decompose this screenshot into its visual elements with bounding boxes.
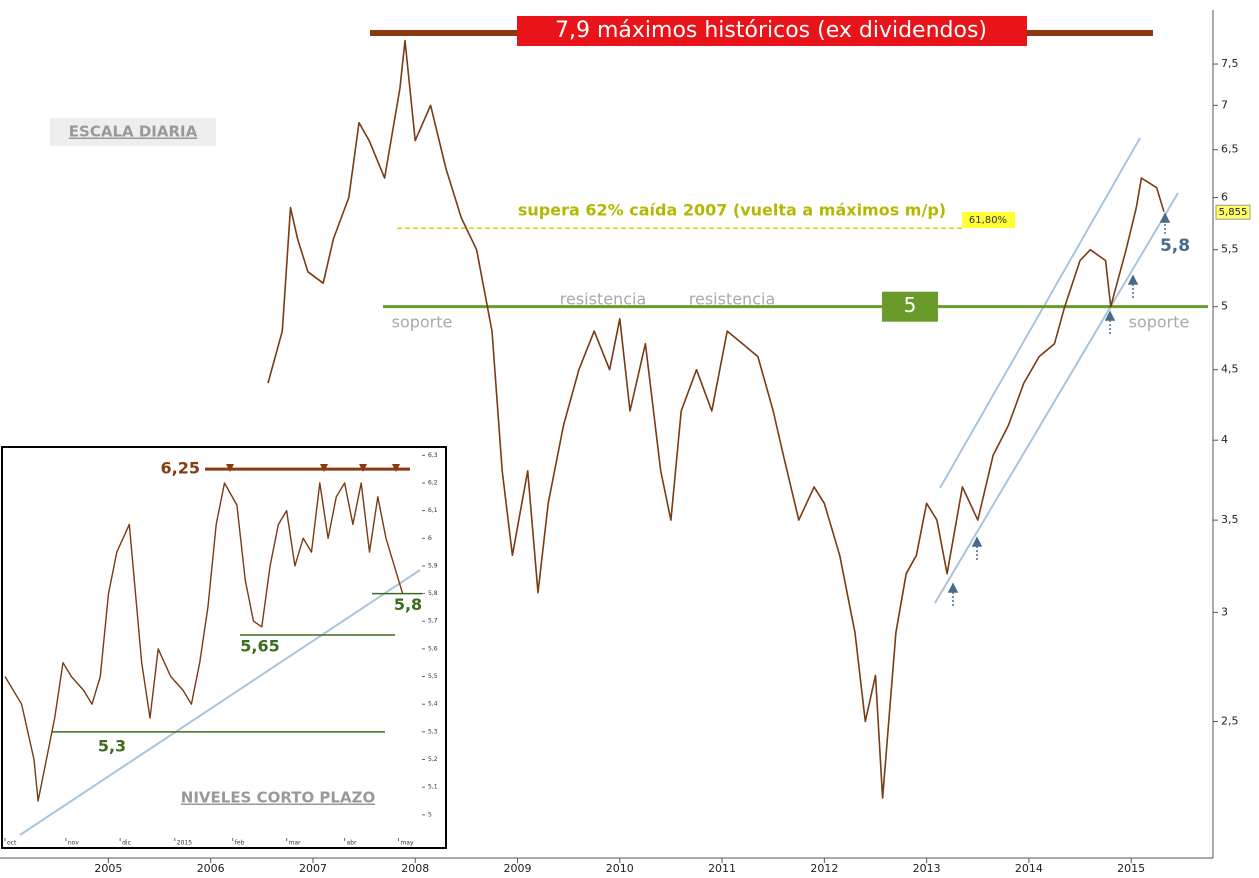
- channel-line: [939, 137, 1141, 489]
- annotation: supera 62% caída 2007 (vuelta a máximos …: [518, 201, 946, 220]
- annotation: ESCALA DIARIA: [69, 123, 198, 141]
- y-tick-label: 6,2: [428, 479, 438, 486]
- x-tick-label: feb: [235, 840, 245, 847]
- x-tick-label: 2012: [810, 862, 838, 875]
- annotation: resistencia: [560, 290, 647, 309]
- x-tick-label: 2015: [177, 840, 192, 847]
- x-tick-label: 2005: [94, 862, 122, 875]
- trend-line: [19, 569, 421, 836]
- y-tick-label: 5: [1221, 300, 1228, 313]
- x-tick-label: 2007: [299, 862, 327, 875]
- x-tick-label: 2013: [913, 862, 941, 875]
- annotation: soporte: [392, 313, 453, 332]
- y-tick-label: 5,2: [428, 756, 438, 763]
- y-tick-label: 5,8: [428, 590, 438, 597]
- y-tick-label: 5,4: [428, 701, 438, 708]
- x-tick-label: 2015: [1117, 862, 1145, 875]
- x-tick-label: 2011: [708, 862, 736, 875]
- x-tick-label: oct: [7, 840, 17, 847]
- level-label: 5,3: [98, 736, 126, 755]
- y-tick-label: 7: [1221, 98, 1228, 111]
- y-tick-label: 3: [1221, 605, 1228, 618]
- y-tick-label: 2,5: [1221, 714, 1239, 727]
- x-tick-label: 2014: [1015, 862, 1043, 875]
- annotation: 61,80%: [969, 215, 1007, 226]
- y-tick-label: 5: [428, 811, 432, 818]
- annotation: soporte: [1129, 313, 1190, 332]
- y-tick-label: 6: [428, 535, 432, 542]
- x-tick-label: 2008: [401, 862, 429, 875]
- level-label: 6,25: [161, 459, 200, 478]
- x-tick-label: abr: [347, 840, 357, 847]
- y-tick-label: 4: [1221, 433, 1228, 446]
- annotation: resistencia: [689, 290, 776, 309]
- y-tick-label: 5,1: [428, 784, 438, 791]
- x-tick-label: nov: [68, 840, 79, 847]
- annotation: NIVELES CORTO PLAZO: [181, 789, 375, 807]
- annotation-box: [962, 212, 1015, 228]
- x-tick-label: mar: [289, 840, 302, 847]
- y-tick-label: 5,6: [428, 645, 438, 652]
- y-tick-label: 3,5: [1221, 513, 1239, 526]
- level-label: 5: [904, 293, 917, 317]
- last-price-box: [1215, 204, 1251, 220]
- annotation: 5,8: [1160, 236, 1190, 256]
- inset-frame: [1, 446, 447, 849]
- price-line: [4, 482, 404, 802]
- y-tick-label: 5,5: [1221, 243, 1239, 256]
- y-tick-label: 6,3: [428, 452, 438, 459]
- annotation-box: [50, 118, 216, 146]
- level-label: 5,65: [240, 637, 279, 656]
- y-tick-label: 5,5: [428, 673, 438, 680]
- inset-chart: 5 5,1 5,2 5,3 5,4 5,5 5,6 5,7 5,8 5,9 6 6,1 6,2 6,3 oc…: [1, 446, 447, 849]
- level-label: 5,8: [394, 595, 422, 614]
- arrows: [947, 212, 1171, 606]
- y-tick-label: 7,5: [1221, 57, 1239, 70]
- chart-title: 7,9 máximos históricos (ex dividendos): [555, 18, 987, 43]
- y-tick-label: 6,1: [428, 507, 438, 514]
- channel-line: [934, 192, 1179, 604]
- x-tick-label: dic: [122, 840, 131, 847]
- y-tick-label: 4,5: [1221, 363, 1239, 376]
- y-tick-label: 6: [1221, 191, 1228, 204]
- y-tick-label: 5,9: [428, 562, 438, 569]
- level-box: [882, 291, 938, 322]
- main-chart: 2,5 3 3,5 4 4,5 5 5,5 6 6,5 7 7,5 2005 2006 2007 2008 2…: [50, 16, 1251, 875]
- y-tick-label: 5,3: [428, 728, 438, 735]
- x-tick-label: 2006: [197, 862, 225, 875]
- x-tick-label: 2009: [504, 862, 532, 875]
- y-tick-label: 5,7: [428, 618, 438, 625]
- title-box: [517, 16, 1027, 46]
- price-line: [267, 39, 1165, 799]
- x-tick-label: may: [400, 840, 414, 847]
- y-tick-label: 6,5: [1221, 143, 1239, 156]
- last-price-label: 5,855: [1219, 207, 1248, 218]
- x-tick-label: 2010: [606, 862, 634, 875]
